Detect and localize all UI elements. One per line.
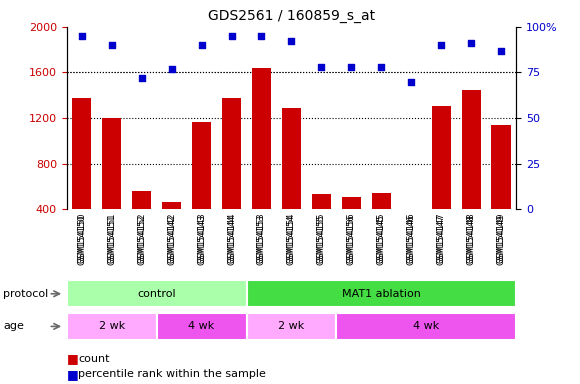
Text: GSM154154: GSM154154 bbox=[287, 213, 296, 263]
Point bbox=[496, 48, 506, 54]
Text: GSM154155: GSM154155 bbox=[317, 213, 326, 263]
Bar bbox=[192, 121, 211, 255]
Text: MAT1 ablation: MAT1 ablation bbox=[342, 289, 420, 299]
Text: GSM154147: GSM154147 bbox=[437, 213, 446, 263]
Text: GSM154150: GSM154150 bbox=[77, 213, 86, 263]
Bar bbox=[246, 313, 336, 340]
Bar bbox=[462, 89, 481, 255]
Text: age: age bbox=[3, 321, 24, 331]
Point bbox=[437, 42, 446, 48]
Text: GSM154144: GSM154144 bbox=[227, 213, 236, 263]
Text: GSM154152: GSM154152 bbox=[137, 215, 146, 265]
Bar bbox=[491, 125, 511, 255]
Text: GSM154152: GSM154152 bbox=[137, 213, 146, 263]
Bar bbox=[252, 68, 271, 255]
Text: GSM154142: GSM154142 bbox=[167, 215, 176, 265]
Text: 4 wk: 4 wk bbox=[188, 321, 215, 331]
Text: GSM154143: GSM154143 bbox=[197, 215, 206, 265]
Text: GSM154156: GSM154156 bbox=[347, 213, 356, 263]
Text: GSM154147: GSM154147 bbox=[437, 215, 446, 265]
Bar bbox=[157, 313, 246, 340]
Point bbox=[197, 42, 206, 48]
Point bbox=[467, 40, 476, 46]
Point bbox=[317, 64, 326, 70]
Point bbox=[167, 66, 176, 72]
Bar bbox=[132, 191, 151, 255]
Text: GSM154151: GSM154151 bbox=[107, 213, 116, 263]
Text: GSM154142: GSM154142 bbox=[167, 213, 176, 263]
Text: GSM154156: GSM154156 bbox=[347, 215, 356, 265]
Point bbox=[107, 42, 116, 48]
Text: GSM154149: GSM154149 bbox=[496, 213, 506, 263]
Text: GSM154146: GSM154146 bbox=[407, 213, 416, 263]
Text: GSM154149: GSM154149 bbox=[496, 215, 506, 265]
Point bbox=[77, 33, 86, 39]
Point bbox=[287, 38, 296, 45]
Bar bbox=[162, 202, 182, 255]
Bar bbox=[222, 98, 241, 255]
Bar bbox=[342, 197, 361, 255]
Bar bbox=[67, 313, 157, 340]
Text: GSM154145: GSM154145 bbox=[377, 213, 386, 263]
Bar bbox=[372, 193, 391, 255]
Point bbox=[347, 64, 356, 70]
Bar bbox=[72, 98, 92, 255]
Text: GSM154143: GSM154143 bbox=[197, 213, 206, 263]
Text: GSM154155: GSM154155 bbox=[317, 215, 326, 265]
Text: GDS2561 / 160859_s_at: GDS2561 / 160859_s_at bbox=[208, 9, 375, 23]
Text: GSM154150: GSM154150 bbox=[77, 215, 86, 265]
Point bbox=[257, 33, 266, 39]
Text: control: control bbox=[137, 289, 176, 299]
Point bbox=[137, 75, 146, 81]
Bar bbox=[282, 108, 301, 255]
Text: count: count bbox=[78, 354, 110, 364]
Point bbox=[377, 64, 386, 70]
Bar bbox=[432, 106, 451, 255]
Text: GSM154154: GSM154154 bbox=[287, 215, 296, 265]
Text: GSM154145: GSM154145 bbox=[377, 215, 386, 265]
Bar bbox=[401, 220, 421, 255]
Text: GSM154151: GSM154151 bbox=[107, 215, 116, 265]
Text: GSM154148: GSM154148 bbox=[467, 213, 476, 263]
Text: 4 wk: 4 wk bbox=[413, 321, 440, 331]
Text: ■: ■ bbox=[67, 368, 78, 381]
Bar bbox=[102, 118, 121, 255]
Text: GSM154144: GSM154144 bbox=[227, 215, 236, 265]
Text: GSM154153: GSM154153 bbox=[257, 213, 266, 263]
Text: GSM154146: GSM154146 bbox=[407, 215, 416, 265]
Text: GSM154148: GSM154148 bbox=[467, 215, 476, 265]
Bar bbox=[311, 194, 331, 255]
Text: ■: ■ bbox=[67, 353, 78, 366]
Text: 2 wk: 2 wk bbox=[278, 321, 304, 331]
Text: GSM154153: GSM154153 bbox=[257, 215, 266, 265]
Text: protocol: protocol bbox=[3, 289, 48, 299]
Point bbox=[407, 79, 416, 85]
Point bbox=[227, 33, 236, 39]
Text: percentile rank within the sample: percentile rank within the sample bbox=[78, 369, 266, 379]
Bar bbox=[246, 280, 516, 307]
Bar bbox=[336, 313, 516, 340]
Bar bbox=[67, 280, 246, 307]
Text: 2 wk: 2 wk bbox=[99, 321, 125, 331]
